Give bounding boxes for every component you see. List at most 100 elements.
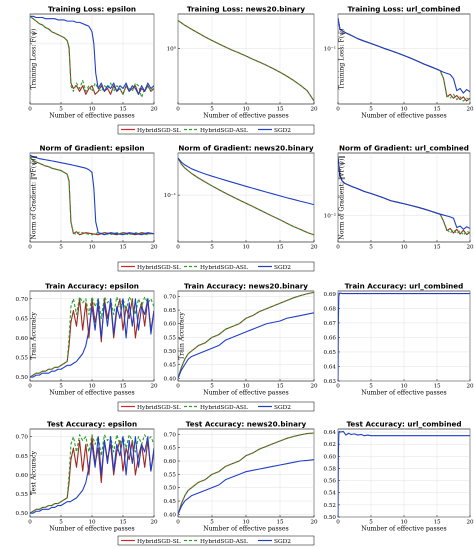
chart-title: Norm of Gradient: epsilon	[39, 144, 144, 153]
series-hybridsgd-asl	[30, 296, 154, 378]
y-tick-label: 0.65	[164, 308, 177, 314]
chart-train-accuracy-epsilon: 0 5 10 15 20 0.50 0.55 0.60 0.65 0.70 Train Accura…	[16, 282, 158, 397]
x-axis-label: Number of effective passes	[361, 113, 446, 120]
legend-row-4: HybridSGD-SL HybridSGD-ASL SGD2	[117, 535, 315, 546]
y-tick-label: 0.64	[324, 364, 337, 370]
y-tick-label: 0.55	[16, 492, 29, 498]
legend-box	[117, 535, 315, 546]
x-tick-label: 20	[150, 107, 158, 113]
chart-title: Train Accuracy: url_combined	[345, 282, 464, 291]
x-tick-label: 5	[59, 107, 63, 113]
x-tick-label: 10	[242, 384, 250, 390]
series-hybridsgd-asl	[30, 15, 154, 98]
series-sgd2	[338, 430, 470, 517]
x-tick-label: 10	[88, 520, 96, 526]
x-tick-label: 15	[433, 520, 441, 526]
y-tick-label: 0.45	[164, 499, 177, 505]
series-sgd2	[338, 18, 470, 94]
x-tick-label: 0	[28, 384, 32, 390]
series-sgd2	[338, 292, 470, 381]
series-hybridsgd-asl	[30, 434, 154, 514]
chart-title: Test Accuracy: news20.binary	[186, 420, 307, 429]
legend-row-2: HybridSGD-SL HybridSGD-ASL SGD2	[117, 261, 315, 272]
y-tick-label: 0.58	[324, 466, 337, 472]
x-tick-label: 15	[433, 384, 441, 390]
y-tick-label: 0.66	[324, 335, 337, 341]
y-tick-label: 0.63	[324, 379, 337, 385]
x-tick-label: 20	[150, 384, 158, 390]
y-tick-label: 0.60	[164, 322, 177, 328]
x-axis-label: Number of effective passes	[203, 113, 288, 120]
y-tick-label: 0.70	[164, 432, 177, 438]
x-tick-label: 5	[369, 107, 373, 113]
x-tick-label: 15	[119, 520, 127, 526]
x-tick-label: 0	[336, 107, 340, 113]
x-tick-label: 20	[310, 245, 318, 251]
series-hybridsgd-asl	[178, 432, 314, 515]
x-tick-label: 5	[210, 520, 214, 526]
chart-title: Training Loss: news20.binary	[187, 5, 306, 14]
x-tick-label: 5	[210, 107, 214, 113]
legend-label-hybridsgd-asl: HybridSGD-ASL	[200, 539, 248, 545]
y-tick-label: 10⁰	[167, 45, 177, 52]
chart-training-loss-epsilon: 0 5 10 15 20 Training Loss: epsilon Number of …	[28, 5, 158, 120]
legend-label-sgd2: SGD2	[274, 265, 291, 271]
x-tick-label: 0	[336, 384, 340, 390]
x-axis-label: Number of effective passes	[49, 526, 134, 533]
x-tick-label: 10	[400, 107, 408, 113]
y-axis-label: Training Loss: F(ψ̃)	[339, 29, 346, 90]
y-tick-label: 0.67	[324, 321, 337, 327]
x-tick-label: 15	[433, 245, 441, 251]
y-tick-label: 0.68	[324, 306, 337, 312]
y-tick-label: 0.65	[164, 446, 177, 452]
series-hybridsgd-asl	[178, 19, 314, 102]
legend-label-sgd2: SGD2	[274, 128, 291, 134]
x-tick-label: 15	[433, 107, 441, 113]
chart-training-loss-url-combined: 0 5 10 15 20 10⁻¹ Training Loss: url_combined N…	[324, 5, 474, 120]
y-axis-label: Train Accuracy	[31, 312, 38, 360]
x-tick-label: 5	[59, 520, 63, 526]
legend-label-hybridsgd-sl: HybridSGD-SL	[137, 539, 181, 545]
series-hybridsgd-asl	[30, 157, 154, 236]
series-sgd2	[178, 312, 314, 379]
x-axis-label: Number of effective passes	[361, 526, 446, 533]
x-axis-label: Number of effective passes	[49, 390, 134, 397]
legend-label-hybridsgd-sl: HybridSGD-SL	[137, 405, 181, 411]
x-tick-label: 10	[400, 245, 408, 251]
legend-label-sgd2: SGD2	[274, 539, 291, 545]
legend-box	[117, 401, 315, 412]
x-tick-label: 20	[150, 520, 158, 526]
chart-title: Norm of Gradient: url_combined	[339, 144, 469, 153]
x-tick-label: 5	[210, 384, 214, 390]
x-tick-label: 15	[276, 520, 284, 526]
x-tick-label: 15	[119, 384, 127, 390]
y-tick-label: 0.64	[324, 430, 337, 436]
chart-title: Train Accuracy: epsilon	[45, 282, 139, 291]
x-tick-label: 20	[310, 107, 318, 113]
x-tick-label: 15	[276, 245, 284, 251]
x-tick-label: 0	[176, 107, 180, 113]
x-tick-label: 10	[400, 520, 408, 526]
x-tick-label: 5	[59, 245, 63, 251]
chart-test-accuracy-news20-binary: 0 5 10 15 20 0.40 0.45 0.50 0.55 0.60 0.65 0.70 Test…	[164, 420, 318, 533]
chart-title: Test Accuracy: url_combined	[346, 420, 461, 429]
x-tick-label: 10	[242, 520, 250, 526]
legend-label-sgd2: SGD2	[274, 405, 291, 411]
y-tick-label: 0.52	[324, 503, 337, 509]
series-sgd2	[178, 459, 314, 515]
x-tick-label: 20	[466, 107, 474, 113]
y-tick-label: 0.65	[324, 350, 337, 356]
x-tick-label: 10	[400, 384, 408, 390]
x-tick-label: 15	[119, 107, 127, 113]
legend-label-hybridsgd-sl: HybridSGD-SL	[137, 128, 181, 134]
x-tick-label: 0	[176, 245, 180, 251]
chart-title: Training Loss: url_combined	[348, 5, 461, 14]
series-sgd2	[30, 15, 154, 95]
x-tick-label: 20	[310, 384, 318, 390]
x-tick-label: 0	[336, 520, 340, 526]
x-tick-label: 5	[369, 384, 373, 390]
chart-test-accuracy-epsilon: 0 5 10 15 20 0.50 0.55 0.60 0.65 0.70 Test Accurac…	[16, 420, 158, 533]
y-tick-label: 10⁻¹	[164, 192, 176, 199]
